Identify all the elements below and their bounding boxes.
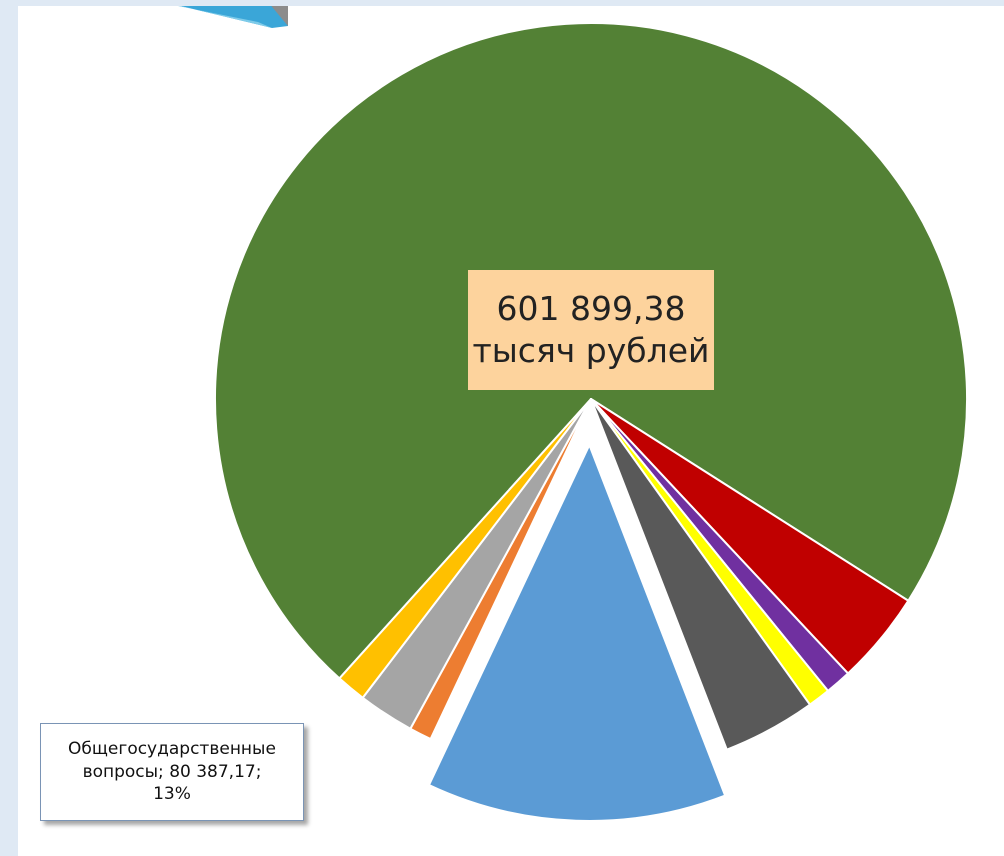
data-label-callout: Общегосударственные вопросы; 80 387,17; … (40, 723, 304, 821)
pie-slice-5 (590, 398, 811, 751)
callout-line-3: 13% (153, 784, 191, 805)
pie-slice-9 (338, 398, 592, 699)
chart-area: 601 899,38 тысяч рублей Общегосударствен… (18, 6, 1004, 856)
pie-slices (214, 22, 968, 822)
pie-slice-6 (427, 443, 727, 822)
callout-line-1: Общегосударственные (68, 738, 276, 759)
total-value: 601 899,38 (496, 288, 686, 328)
callout-line-2: вопросы; 80 387,17; (82, 761, 262, 782)
total-label-box: 601 899,38 тысяч рублей (468, 270, 714, 390)
total-unit: тысяч рублей (472, 331, 710, 370)
corner-decoration (178, 6, 288, 28)
